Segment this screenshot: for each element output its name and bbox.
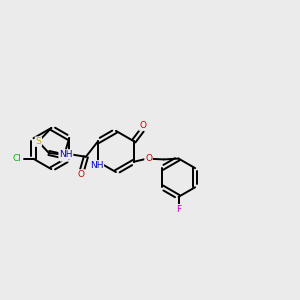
Text: O: O xyxy=(78,170,85,179)
Text: S: S xyxy=(35,137,41,146)
Text: F: F xyxy=(176,205,181,214)
Text: NH: NH xyxy=(59,150,73,159)
Text: O: O xyxy=(139,121,146,130)
Text: O: O xyxy=(145,154,152,163)
Text: N: N xyxy=(61,152,67,161)
Text: NH: NH xyxy=(90,161,104,170)
Text: Cl: Cl xyxy=(13,154,22,163)
